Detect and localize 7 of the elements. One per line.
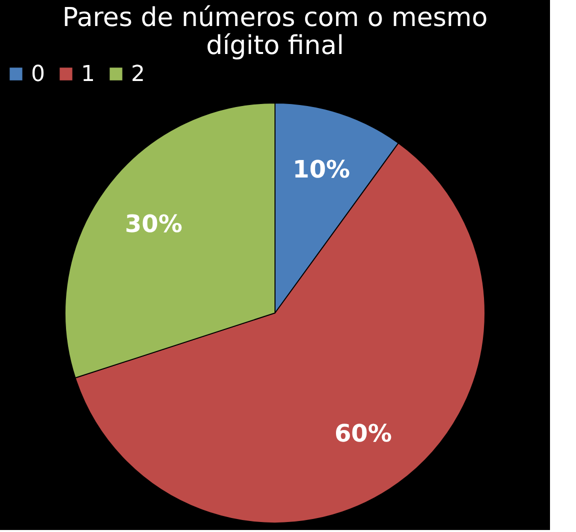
legend-label: 0 (31, 62, 45, 87)
legend-label: 2 (131, 62, 145, 87)
chart-title: Pares de números com o mesmo dígito final (62, 3, 488, 61)
legend-label: 1 (81, 62, 95, 87)
data-label: 10% (292, 155, 350, 184)
data-label: 30% (124, 210, 182, 238)
data-label: 60% (334, 419, 392, 448)
